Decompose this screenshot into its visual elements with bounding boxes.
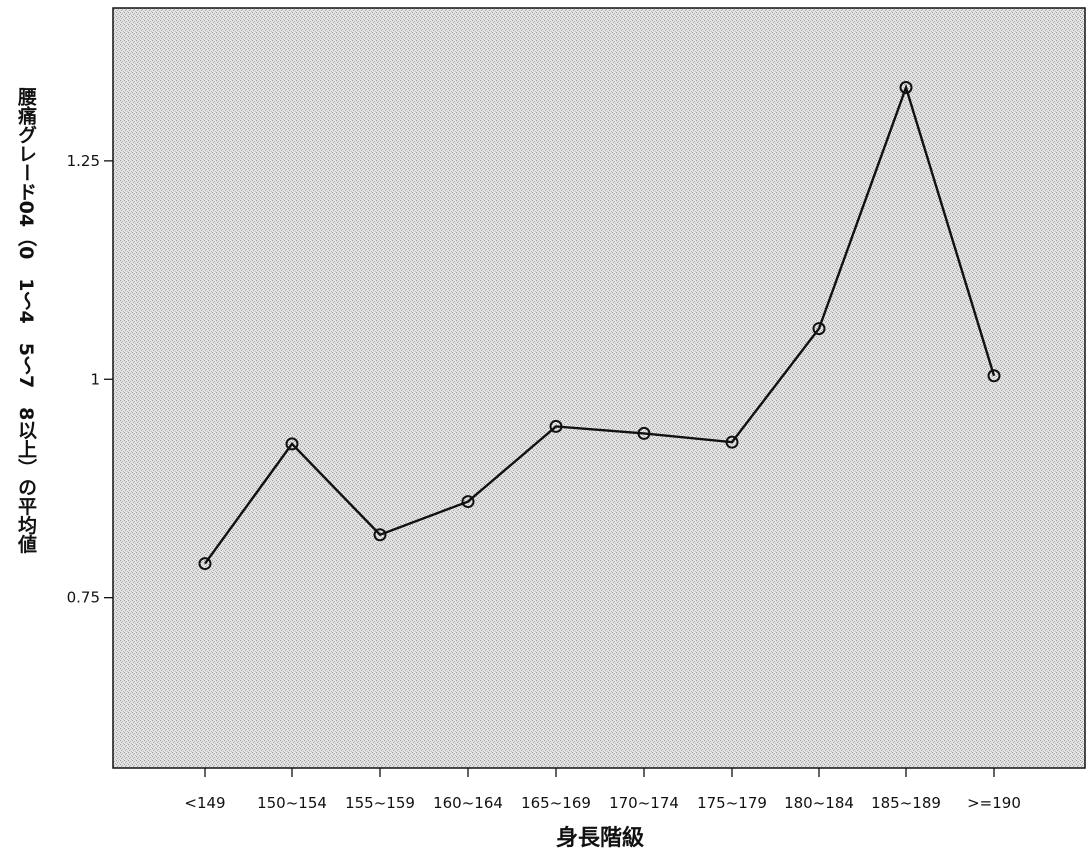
x-tick-label: 160~164 bbox=[433, 794, 503, 812]
x-tick-label: 165~169 bbox=[521, 794, 591, 812]
y-axis: 0.75 1 1.25 bbox=[67, 152, 113, 607]
data-point-marker bbox=[285, 437, 299, 451]
x-tick-label: 150~154 bbox=[257, 794, 327, 812]
data-point-marker bbox=[725, 435, 739, 449]
x-tick-label: <149 bbox=[184, 794, 225, 812]
data-point-marker bbox=[899, 80, 913, 94]
data-point-marker bbox=[987, 369, 1001, 383]
y-axis-label: 腰痛グレード04（0 1～4 5～7 8以上）の平均値 bbox=[15, 86, 38, 554]
y-tick-label: 1.25 bbox=[67, 152, 100, 170]
x-tick-label: 170~174 bbox=[609, 794, 679, 812]
data-point-marker bbox=[373, 528, 387, 542]
plot-area bbox=[113, 8, 1085, 768]
y-tick-label: 0.75 bbox=[67, 589, 100, 607]
x-tick-label: >=190 bbox=[967, 794, 1021, 812]
x-axis-label: 身長階級 bbox=[556, 825, 644, 851]
x-tick-label: 185~189 bbox=[871, 794, 941, 812]
data-series bbox=[198, 80, 1001, 571]
data-point-marker bbox=[812, 322, 826, 336]
series-line bbox=[204, 83, 996, 565]
data-point-marker bbox=[461, 495, 475, 509]
data-point-marker bbox=[637, 426, 651, 440]
data-point-marker bbox=[198, 557, 212, 571]
x-tick-label: 180~184 bbox=[784, 794, 854, 812]
y-tick-label: 1 bbox=[90, 370, 100, 388]
x-tick-label: 155~159 bbox=[345, 794, 415, 812]
plot-frame bbox=[112, 7, 1086, 769]
data-point-marker bbox=[549, 419, 563, 433]
x-axis: <149 150~154 155~159 160~164 165~169 170~174 1… bbox=[184, 768, 1021, 812]
x-tick-label: 175~179 bbox=[697, 794, 767, 812]
